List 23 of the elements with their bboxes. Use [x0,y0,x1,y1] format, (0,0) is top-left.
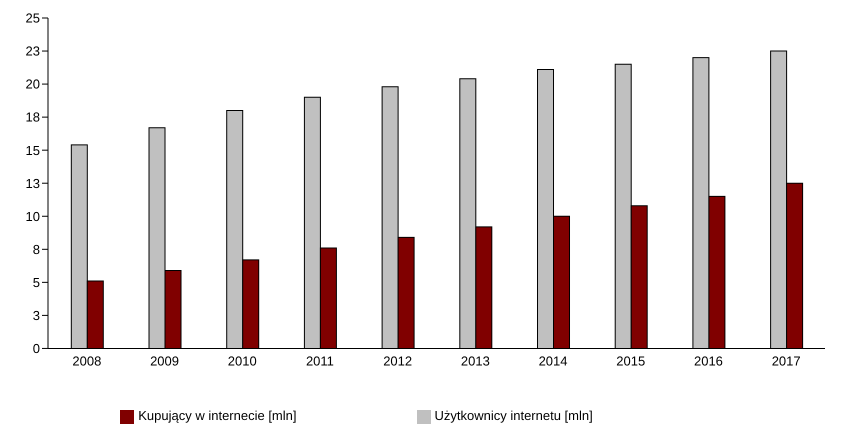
y-tick-label: 8 [32,242,40,257]
y-tick-label: 3 [32,308,40,324]
x-tick-label: 2009 [150,354,180,369]
x-tick-label: 2011 [306,354,334,369]
y-tick-label: 10 [26,208,40,224]
x-tick-label: 2014 [538,354,568,369]
legend-label: Kupujący w internecie [mln] [138,408,296,424]
x-tick-label: 2016 [694,354,723,369]
y-tick-label: 13 [26,176,40,191]
x-tick-label: 2008 [72,354,102,369]
legend-label: Użytkownicy internetu [mln] [434,408,593,424]
y-tick-label: 20 [26,76,40,92]
y-tick-label: 15 [26,142,40,158]
y-tick-label: 18 [26,110,40,125]
x-tick-label: 2012 [383,354,412,369]
x-tick-label: 2017 [772,354,801,369]
x-tick-label: 2015 [616,354,646,369]
x-tick-label: 2013 [460,354,490,369]
y-tick-label: 23 [26,44,40,59]
y-tick-label: 5 [32,274,40,290]
y-tick-label: 0 [32,341,40,356]
y-tick-label: 25 [26,10,40,26]
x-tick-label: 2010 [228,354,257,369]
